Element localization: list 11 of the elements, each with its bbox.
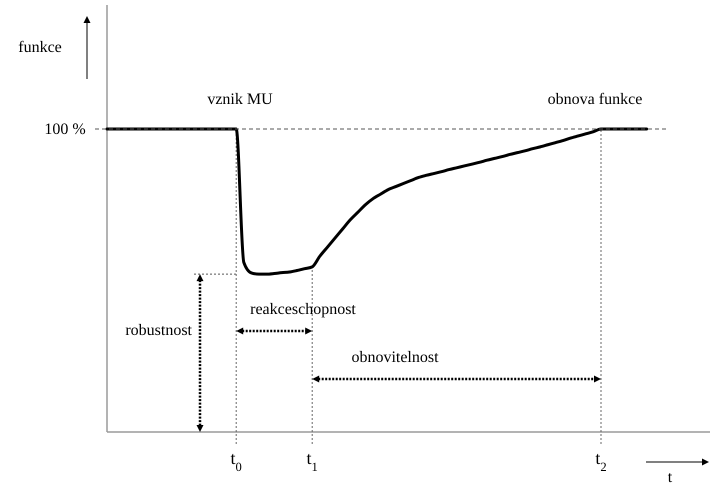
text: obnova funkce xyxy=(548,91,642,108)
x-tick-label: t$_{0}$ xyxy=(230,448,242,474)
x-tick-label: t$_{2}$ xyxy=(595,448,607,474)
x-axis-title: t xyxy=(668,469,673,486)
x-tick-label: t$_{1}$ xyxy=(306,448,318,474)
annotation: robustnost xyxy=(125,322,193,339)
text: vznik MU xyxy=(207,91,274,108)
annotation: reakceschopnost xyxy=(250,301,356,318)
text: funkce xyxy=(18,39,62,56)
ref-line-label: 100 % xyxy=(44,121,86,138)
annotation: obnovitelnost xyxy=(351,349,440,366)
